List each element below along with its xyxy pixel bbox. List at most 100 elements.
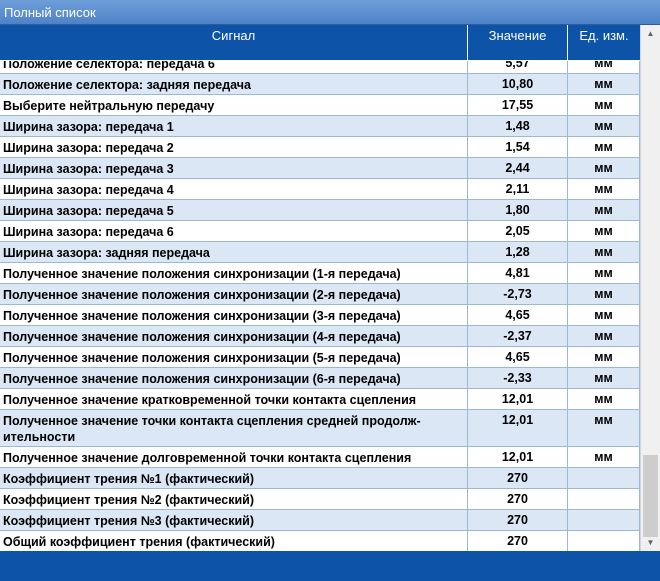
table-row[interactable]: Полученное значение положения синхрониза… (0, 284, 640, 305)
cell-unit: мм (568, 95, 640, 115)
column-header-unit[interactable]: Ед. изм. (579, 28, 629, 43)
cell-value: 1,48 (468, 116, 568, 136)
cell-value: 1,28 (468, 242, 568, 262)
column-header-signal[interactable]: Сигнал (0, 25, 468, 61)
cell-value: 1,80 (468, 200, 568, 220)
table-row[interactable]: Полученное значение долговременной точки… (0, 447, 640, 468)
cell-unit: мм (568, 221, 640, 241)
table-row[interactable]: Полученное значение положения синхрониза… (0, 263, 640, 284)
cell-unit: мм (568, 242, 640, 262)
cell-value: 12,01 (468, 389, 568, 409)
table-row[interactable]: Ширина зазора: передача 2 1,54 мм (0, 137, 640, 158)
table-row[interactable]: Выберите нейтральную передачу 17,55 мм (0, 95, 640, 116)
cell-value: 2,05 (468, 221, 568, 241)
cell-signal: Ширина зазора: передача 2 (0, 137, 468, 157)
cell-signal: Полученное значение кратковременной точк… (0, 389, 468, 409)
cell-signal: Коэффициент трения №2 (фактический) (0, 489, 468, 509)
cell-value: 5,57 (468, 61, 568, 73)
cell-signal: Положение селектора: задняя передача (0, 74, 468, 94)
cell-unit: мм (568, 305, 640, 325)
cell-signal: Полученное значение положения синхрониза… (0, 347, 468, 367)
cell-signal: Выберите нейтральную передачу (0, 95, 468, 115)
window-titlebar: Полный список (0, 0, 660, 25)
table-row[interactable]: Полученное значение положения синхрониза… (0, 368, 640, 389)
arrow-up-icon[interactable]: ▲ (646, 29, 655, 38)
vertical-scrollbar[interactable]: ▲ ▼ (640, 25, 660, 551)
cell-signal: Полученное значение положения синхрониза… (0, 305, 468, 325)
table-body: Положение селектора: передача 6 5,57 мм Пол… (0, 61, 640, 551)
cell-signal: Полученное значение положения синхрониза… (0, 326, 468, 346)
cell-unit: мм (568, 284, 640, 304)
table-row[interactable]: Положение селектора: задняя передача 10,8… (0, 74, 640, 95)
cell-signal: Коэффициент трения №3 (фактический) (0, 510, 468, 530)
cell-signal: Полученное значение положения синхрониза… (0, 284, 468, 304)
table-row[interactable]: Ширина зазора: передача 1 1,48 мм (0, 116, 640, 137)
cell-signal: Ширина зазора: передача 4 (0, 179, 468, 199)
arrow-down-icon[interactable]: ▼ (646, 538, 655, 547)
table-row[interactable]: Ширина зазора: передача 6 2,05 мм (0, 221, 640, 242)
table-row[interactable]: Полученное значение положения синхрониза… (0, 326, 640, 347)
cell-value: 2,44 (468, 158, 568, 178)
cell-signal: Положение селектора: передача 6 (0, 61, 468, 73)
cell-value: 12,01 (468, 410, 568, 446)
cell-unit: мм (568, 347, 640, 367)
cell-value: 4,81 (468, 263, 568, 283)
cell-unit: мм (568, 179, 640, 199)
cell-unit: мм (568, 74, 640, 94)
table-row[interactable]: Положение селектора: передача 6 5,57 мм (0, 61, 640, 74)
cell-signal: Ширина зазора: задняя передача (0, 242, 468, 262)
cell-value: 4,65 (468, 347, 568, 367)
scrollbar-thumb[interactable] (643, 455, 658, 537)
cell-signal: Полученное значение положения синхрониза… (0, 368, 468, 388)
table-header: Сигнал Значение Ед. изм. (0, 25, 640, 61)
cell-value: 17,55 (468, 95, 568, 115)
cell-value: 2,11 (468, 179, 568, 199)
table-row[interactable]: Ширина зазора: передача 4 2,11 мм (0, 179, 640, 200)
table-row[interactable]: Коэффициент трения №2 (фактический) 270 (0, 489, 640, 510)
cell-unit: мм (568, 158, 640, 178)
column-header-value[interactable]: Значение (468, 25, 568, 61)
cell-signal: Полученное значение точки контакта сцепл… (0, 410, 468, 446)
cell-value: 10,80 (468, 74, 568, 94)
cell-unit: мм (568, 116, 640, 136)
table-row[interactable]: Полученное значение положения синхрониза… (0, 347, 640, 368)
table-row[interactable]: Полученное значение кратковременной точк… (0, 389, 640, 410)
table-row[interactable]: Общий коэффициент трения (фактический) 27… (0, 531, 640, 551)
cell-unit (568, 489, 640, 509)
window-title: Полный список (4, 5, 96, 20)
cell-value: 12,01 (468, 447, 568, 467)
cell-value: -2,37 (468, 326, 568, 346)
cell-value: 270 (468, 468, 568, 488)
cell-unit (568, 510, 640, 530)
cell-signal: Коэффициент трения №1 (фактический) (0, 468, 468, 488)
cell-unit: мм (568, 410, 640, 446)
cell-signal: Полученное значение долговременной точки… (0, 447, 468, 467)
table-row[interactable]: Полученное значение положения синхрониза… (0, 305, 640, 326)
cell-signal: Ширина зазора: передача 3 (0, 158, 468, 178)
table-row[interactable]: Коэффициент трения №3 (фактический) 270 (0, 510, 640, 531)
table-row[interactable]: Коэффициент трения №1 (фактический) 270 (0, 468, 640, 489)
cell-value: 1,54 (468, 137, 568, 157)
cell-value: 4,65 (468, 305, 568, 325)
cell-unit (568, 468, 640, 488)
cell-unit: мм (568, 389, 640, 409)
table-row[interactable]: Полученное значение точки контакта сцепл… (0, 410, 640, 447)
cell-unit: мм (568, 137, 640, 157)
cell-value: -2,33 (468, 368, 568, 388)
cell-value: -2,73 (468, 284, 568, 304)
table-row[interactable]: Ширина зазора: задняя передача 1,28 мм (0, 242, 640, 263)
table-rows: Положение селектора: передача 6 5,57 мм Пол… (0, 61, 640, 551)
cell-signal: Полученное значение положения синхрониза… (0, 263, 468, 283)
table-row[interactable]: Ширина зазора: передача 5 1,80 мм (0, 200, 640, 221)
cell-signal: Общий коэффициент трения (фактический) (0, 531, 468, 551)
cell-value: 270 (468, 510, 568, 530)
cell-unit: мм (568, 447, 640, 467)
table-row[interactable]: Ширина зазора: передача 3 2,44 мм (0, 158, 640, 179)
cell-unit: мм (568, 326, 640, 346)
cell-signal: Ширина зазора: передача 1 (0, 116, 468, 136)
cell-unit: мм (568, 263, 640, 283)
cell-unit: мм (568, 200, 640, 220)
cell-value: 270 (468, 489, 568, 509)
cell-unit: мм (568, 368, 640, 388)
cell-value: 270 (468, 531, 568, 551)
